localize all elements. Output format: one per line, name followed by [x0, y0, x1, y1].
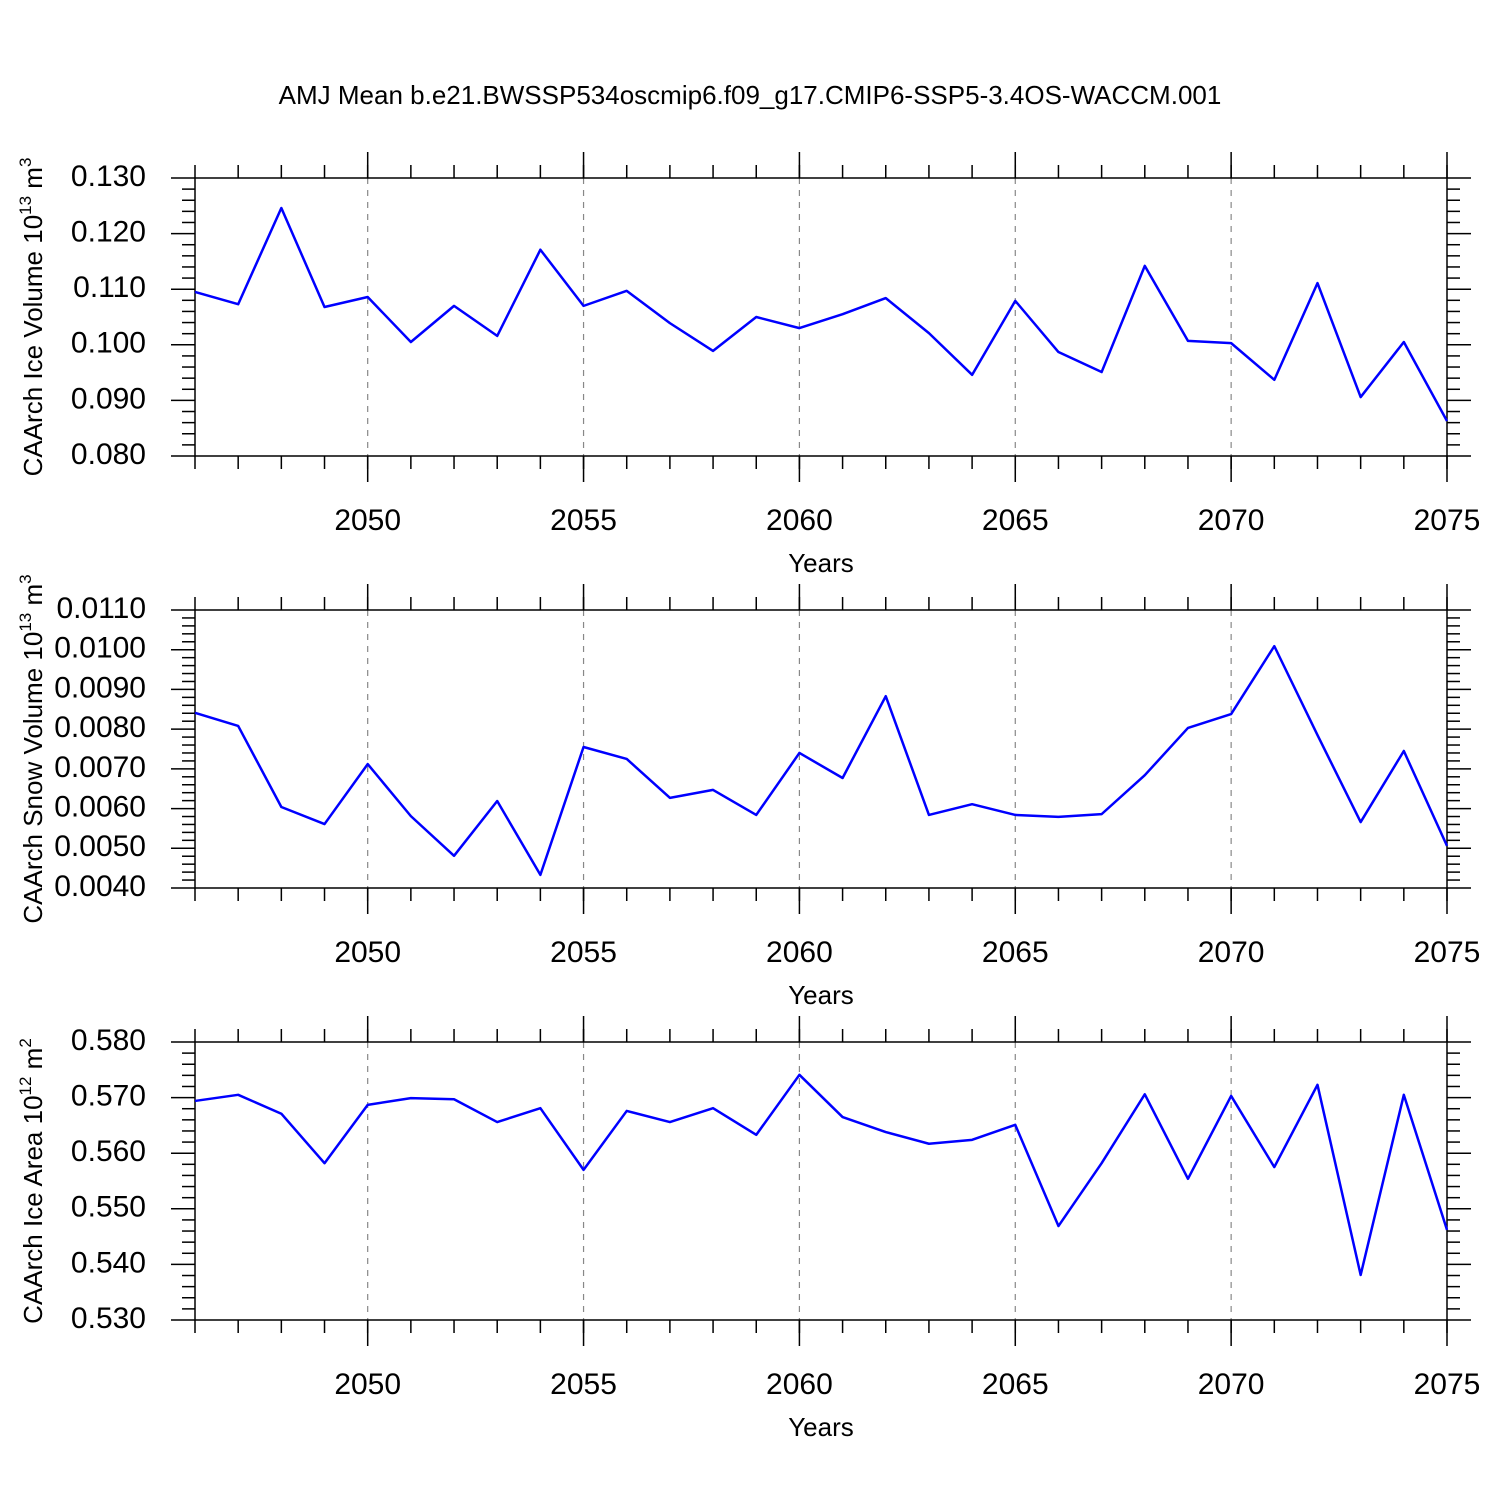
data-line: [194, 206, 1449, 422]
y-tick-label: 0.540: [71, 1246, 146, 1279]
x-tick-label: 2055: [550, 1368, 617, 1401]
x-tick-label: 2060: [766, 936, 833, 969]
y-axis-label-part: m: [18, 584, 48, 613]
y-axis-label-part: CAArch Ice Area 10: [18, 1095, 48, 1323]
y-tick-label: 0.560: [71, 1135, 146, 1168]
x-tick-label: 2070: [1198, 936, 1265, 969]
y-axis-label-exponent: 2: [16, 1038, 35, 1047]
y-tick-label: 0.530: [71, 1302, 146, 1335]
y-tick-label: 0.0080: [54, 711, 146, 744]
x-tick-label: 2050: [334, 1368, 401, 1401]
y-tick-label: 0.570: [71, 1080, 146, 1113]
x-axis-label: Years: [788, 548, 854, 578]
x-axis-label: Years: [788, 1412, 854, 1442]
y-tick-label: 0.0050: [54, 830, 146, 863]
data-line: [194, 1073, 1449, 1277]
y-axis-label-part: m: [18, 1048, 48, 1077]
y-axis-label-part: CAArch Ice Volume 10: [18, 215, 48, 477]
x-tick-label: 2070: [1198, 1368, 1265, 1401]
y-axis-label-part: CAArch Snow Volume 10: [18, 632, 48, 924]
x-tick-label: 2075: [1414, 504, 1481, 537]
x-tick-label: 2055: [550, 504, 617, 537]
y-tick-label: 0.0090: [54, 671, 146, 704]
x-tick-label: 2075: [1414, 936, 1481, 969]
y-axis-label-exponent: 13: [16, 613, 35, 632]
x-tick-label: 2050: [334, 936, 401, 969]
y-axis-label-exponent: 3: [16, 574, 35, 583]
y-axis-label-exponent: 3: [16, 158, 35, 167]
plot-frame: [194, 1041, 1448, 1321]
y-tick-label: 0.080: [71, 438, 146, 471]
y-tick-label: 0.090: [71, 382, 146, 415]
y-axis-label-part: m: [18, 167, 48, 196]
data-line: [194, 644, 1449, 877]
y-tick-label: 0.0040: [54, 870, 146, 903]
figure-title: AMJ Mean b.e21.BWSSP534oscmip6.f09_g17.C…: [279, 80, 1222, 110]
x-tick-label: 2065: [982, 1368, 1049, 1401]
x-tick-label: 2055: [550, 936, 617, 969]
y-tick-label: 0.0070: [54, 751, 146, 784]
y-tick-label: 0.580: [71, 1024, 146, 1057]
y-tick-label: 0.0060: [54, 790, 146, 823]
y-tick-label: 0.130: [71, 160, 146, 193]
x-tick-label: 2060: [766, 1368, 833, 1401]
y-axis-label: CAArch Ice Volume 1013 m3: [16, 158, 48, 477]
plot-frame: [194, 609, 1448, 889]
y-tick-label: 0.120: [71, 216, 146, 249]
y-axis-label: CAArch Snow Volume 1013 m3: [16, 574, 48, 923]
y-tick-label: 0.110: [73, 271, 146, 304]
plot-frame: [194, 177, 1448, 457]
y-tick-label: 0.550: [71, 1191, 146, 1224]
x-tick-label: 2070: [1198, 504, 1265, 537]
x-tick-label: 2050: [334, 504, 401, 537]
y-axis-label-exponent: 13: [16, 196, 35, 215]
y-tick-label: 0.0110: [56, 592, 146, 625]
y-tick-label: 0.100: [71, 327, 146, 360]
x-tick-label: 2065: [982, 936, 1049, 969]
x-tick-label: 2075: [1414, 1368, 1481, 1401]
y-axis-label: CAArch Ice Area 1012 m2: [16, 1038, 48, 1324]
x-tick-label: 2065: [982, 504, 1049, 537]
y-axis-label-exponent: 12: [16, 1077, 35, 1096]
x-tick-label: 2060: [766, 504, 833, 537]
y-tick-label: 0.0100: [54, 632, 146, 665]
x-axis-label: Years: [788, 980, 854, 1010]
